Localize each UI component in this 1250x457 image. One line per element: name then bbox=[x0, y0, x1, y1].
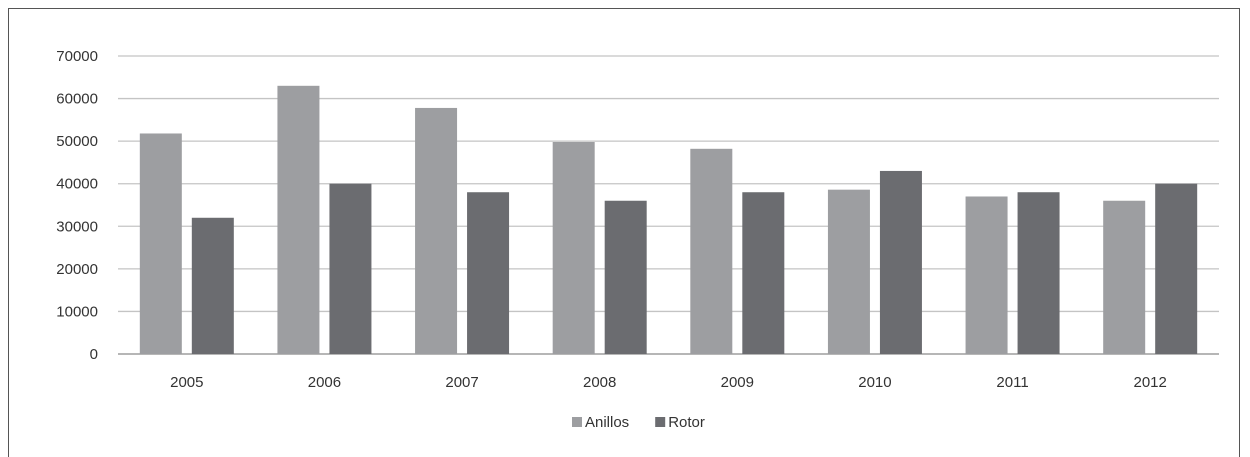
y-tick-label: 70000 bbox=[56, 48, 98, 65]
y-tick-label: 50000 bbox=[56, 133, 98, 150]
x-tick-label: 2008 bbox=[583, 374, 616, 391]
x-tick-label: 2010 bbox=[858, 374, 891, 391]
y-tick-label: 60000 bbox=[56, 91, 98, 108]
bar-anillos-2011 bbox=[965, 196, 1008, 354]
y-tick-label: 20000 bbox=[56, 261, 98, 278]
legend-swatch-anillos bbox=[572, 417, 582, 427]
bar-rotor-2006 bbox=[329, 183, 372, 354]
legend-label-rotor: Rotor bbox=[668, 414, 705, 431]
legend-swatch-rotor bbox=[655, 417, 666, 427]
y-tick-label: 10000 bbox=[56, 303, 98, 320]
y-tick-label: 0 bbox=[90, 346, 98, 363]
bar-anillos-2008 bbox=[552, 141, 595, 354]
bar-anillos-2007 bbox=[415, 107, 458, 355]
y-tick-label: 40000 bbox=[56, 176, 98, 193]
x-tick-label: 2006 bbox=[308, 374, 341, 391]
bar-rotor-2007 bbox=[467, 192, 510, 354]
x-tick-label: 2005 bbox=[170, 374, 203, 391]
bar-rotor-2012 bbox=[1155, 183, 1198, 354]
bar-anillos-2012 bbox=[1103, 200, 1146, 354]
bar-anillos-2005 bbox=[139, 133, 182, 354]
bar-rotor-2005 bbox=[191, 217, 234, 354]
bar-anillos-2006 bbox=[277, 85, 320, 355]
y-tick-label: 30000 bbox=[56, 218, 98, 235]
x-tick-label: 2012 bbox=[1134, 374, 1167, 391]
bar-anillos-2009 bbox=[690, 148, 733, 354]
x-tick-label: 2011 bbox=[996, 374, 1028, 391]
legend-label-anillos: Anillos bbox=[585, 414, 629, 431]
bar-rotor-2010 bbox=[879, 170, 922, 354]
bar-rotor-2011 bbox=[1017, 192, 1060, 354]
x-tick-label: 2009 bbox=[721, 374, 754, 391]
bar-rotor-2008 bbox=[604, 200, 647, 354]
x-tick-label: 2007 bbox=[445, 374, 478, 391]
bar-anillos-2010 bbox=[827, 189, 870, 354]
bar-rotor-2009 bbox=[742, 192, 785, 354]
